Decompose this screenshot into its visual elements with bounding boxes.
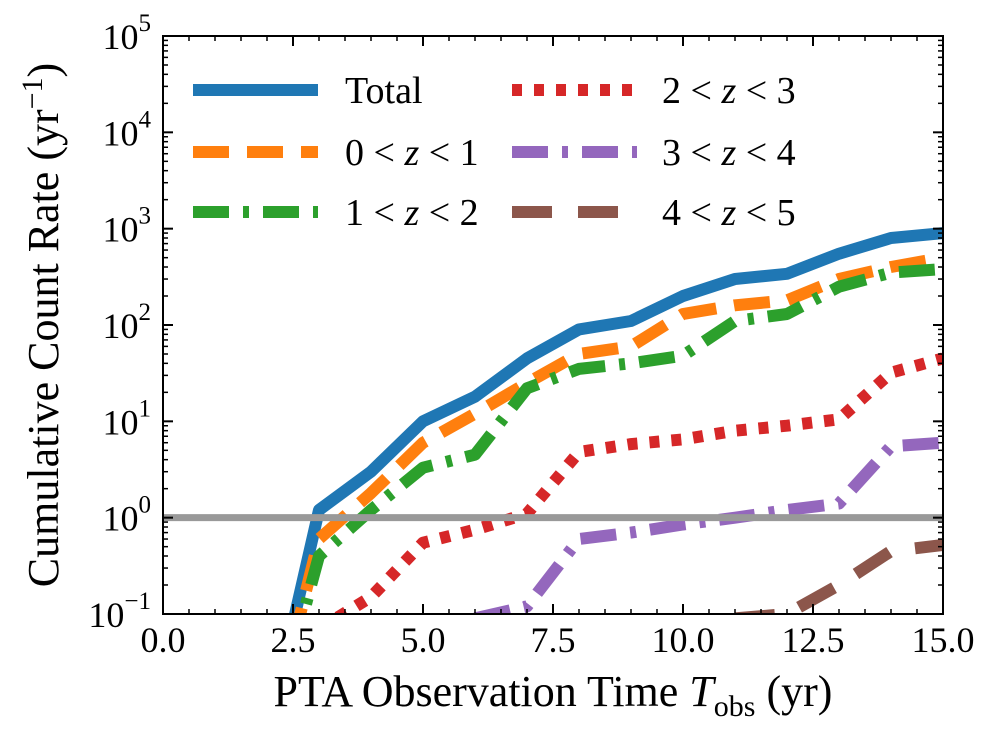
x-axis-ticks: 0.0 2.5 5.0 7.5 10.0 12.5 15.0 — [141, 36, 975, 660]
x-tick-label: 15.0 — [912, 620, 975, 660]
x-axis-label: PTA Observation Time Tobs (yr) — [274, 667, 833, 723]
y-tick-label: 104 — [103, 106, 152, 153]
x-tick-label: 10.0 — [652, 620, 715, 660]
x-tick-label: 7.5 — [531, 620, 576, 660]
legend-label-5: 4 < z < 5 — [662, 192, 796, 234]
series-line-5 — [734, 539, 943, 614]
legend-label-0: Total — [345, 70, 423, 112]
series-line-4 — [473, 436, 943, 614]
legend: Total 0 < z < 1 1 < z < 2 2 < z < 3 3 < z < … — [193, 70, 796, 234]
legend-label-3: 2 < z < 3 — [662, 70, 796, 112]
y-tick-label: 100 — [103, 492, 152, 539]
series-line-2 — [297, 263, 943, 614]
y-tick-label: 10−1 — [88, 588, 151, 635]
legend-label-4: 3 < z < 4 — [662, 132, 796, 174]
y-tick-label: 105 — [103, 10, 152, 57]
y-axis-label: Cumulative Count Rate (yr−1) — [16, 63, 68, 587]
x-tick-label: 12.5 — [782, 620, 845, 660]
series-layer — [288, 227, 943, 614]
legend-label-1: 0 < z < 1 — [345, 132, 479, 174]
series-line-1 — [294, 251, 943, 614]
series-line-0 — [288, 227, 943, 614]
y-axis-ticks: 10−1 100 101 102 103 104 105 — [88, 10, 943, 635]
x-tick-label: 0.0 — [141, 620, 186, 660]
y-tick-label: 103 — [103, 203, 152, 250]
y-tick-label: 101 — [103, 395, 152, 442]
x-tick-label: 5.0 — [401, 620, 446, 660]
x-tick-label: 2.5 — [271, 620, 316, 660]
legend-label-2: 1 < z < 2 — [345, 192, 479, 234]
y-tick-label: 102 — [103, 299, 152, 346]
series-line-3 — [331, 352, 943, 614]
plot-frame — [162, 35, 944, 615]
